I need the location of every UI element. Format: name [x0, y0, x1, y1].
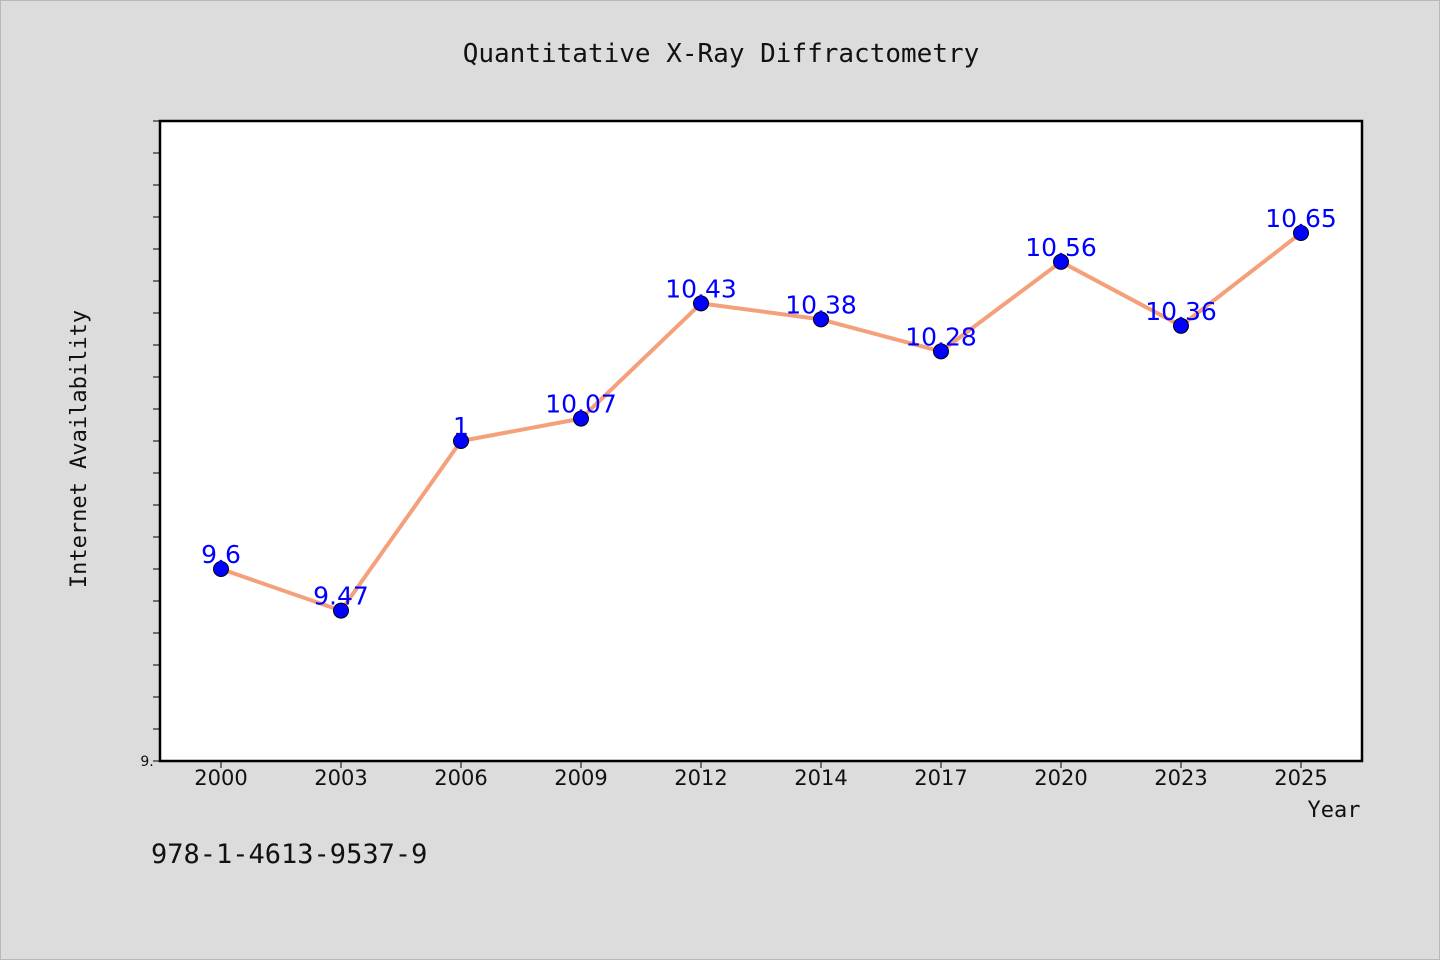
- x-tick-label: 2000: [194, 766, 247, 790]
- x-axis-label: Year: [1308, 798, 1361, 823]
- data-label: 9.47: [313, 582, 369, 611]
- data-label: 10.65: [1265, 204, 1337, 233]
- data-point: [1053, 253, 1069, 270]
- data-point: [933, 343, 949, 360]
- data-label: 10.36: [1145, 297, 1217, 326]
- y-tick-label: 9.: [140, 754, 153, 770]
- chart-title: Quantitative X-Ray Diffractometry: [463, 39, 980, 69]
- data-point: [573, 410, 589, 427]
- data-label: 10.28: [905, 322, 977, 351]
- data-point: [333, 602, 349, 619]
- x-axis-tick-labels: 2000 2003 2006 2009 2012 2014 2017 2020 2023 2025: [194, 766, 1327, 790]
- x-tick-label: 2014: [794, 766, 847, 790]
- x-tick-label: 2020: [1034, 766, 1087, 790]
- x-tick-label: 2003: [314, 766, 367, 790]
- data-label: 10.07: [545, 390, 617, 419]
- series-line: [219, 231, 1303, 613]
- data-point: [813, 311, 829, 328]
- data-point: [453, 433, 469, 449]
- x-tick-label: 2009: [554, 766, 607, 790]
- y-axis-label: Internet Availability: [67, 310, 92, 588]
- data-label: 9.6: [201, 540, 241, 569]
- data-label: 10.38: [785, 290, 857, 319]
- data-label: 1: [453, 412, 469, 441]
- x-tick-label: 2006: [434, 766, 487, 790]
- data-point: [693, 295, 709, 312]
- y-axis-ticks: [153, 120, 160, 762]
- x-tick-label: 2023: [1154, 766, 1207, 790]
- data-point: [213, 561, 229, 577]
- data-label: 10.43: [665, 274, 737, 303]
- data-point: [1293, 225, 1309, 241]
- x-tick-label: 2017: [914, 766, 967, 790]
- x-tick-label: 2012: [674, 766, 727, 790]
- x-axis-ticks: [220, 761, 1302, 768]
- x-tick-label: 2025: [1274, 766, 1327, 790]
- data-point: [1173, 317, 1189, 334]
- isbn-annotation: 978-1-4613-9537-9: [151, 839, 427, 870]
- series-layer: 9.6 9.47 1 10.07 10.43 10.38 10.28 10.56 10.36 10…: [201, 204, 1337, 619]
- plot-area: [158, 119, 1364, 763]
- data-label: 10.56: [1025, 233, 1097, 262]
